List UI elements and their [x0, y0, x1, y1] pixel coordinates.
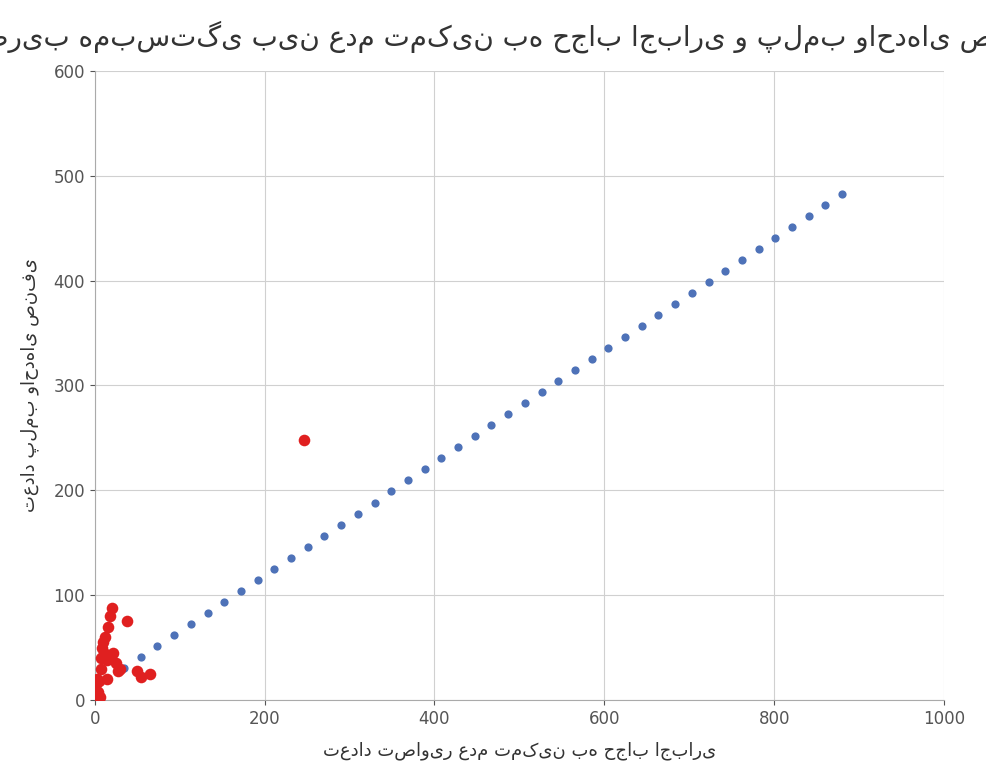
X-axis label: تعداد تصاویر عدم تمکین به حجاب اجباری: تعداد تصاویر عدم تمکین به حجاب اجباری	[322, 742, 716, 760]
Point	[101, 620, 116, 633]
Point	[584, 353, 599, 366]
Point	[333, 519, 349, 531]
Point	[150, 640, 166, 652]
Point	[110, 665, 126, 677]
Y-axis label: تعداد پلمب واحدهای صنفی: تعداد پلمب واحدهای صنفی	[21, 259, 39, 512]
Point	[96, 647, 111, 659]
Point	[467, 430, 483, 443]
Point	[767, 231, 783, 244]
Point	[517, 397, 532, 409]
Point	[249, 573, 265, 586]
Point	[483, 419, 499, 432]
Point	[133, 651, 149, 663]
Point	[750, 243, 766, 255]
Point	[684, 287, 700, 299]
Point	[93, 662, 108, 675]
Point	[634, 319, 650, 332]
Point	[434, 452, 450, 465]
Point	[104, 601, 119, 614]
Point	[183, 618, 199, 630]
Point	[106, 647, 121, 659]
Point	[384, 485, 399, 497]
Point	[119, 615, 135, 628]
Point	[216, 596, 232, 608]
Point	[167, 629, 182, 641]
Point	[91, 675, 106, 687]
Point	[600, 342, 616, 355]
Point	[834, 187, 850, 200]
Point	[550, 375, 566, 387]
Point	[617, 331, 633, 344]
Point	[451, 441, 466, 454]
Point	[90, 686, 106, 698]
Point	[129, 665, 145, 677]
Point	[567, 364, 583, 376]
Point	[112, 662, 128, 675]
Point	[367, 496, 383, 508]
Point	[297, 433, 313, 446]
Point	[97, 631, 112, 644]
Point	[95, 641, 110, 654]
Point	[133, 671, 149, 683]
Point	[108, 657, 124, 669]
Point	[89, 686, 105, 698]
Point	[283, 551, 299, 564]
Point	[701, 276, 717, 288]
Point	[94, 652, 109, 665]
Point	[233, 584, 248, 597]
Point	[668, 298, 683, 310]
Point	[801, 209, 816, 222]
Point	[99, 672, 114, 685]
Point	[89, 678, 105, 690]
Point	[718, 265, 734, 277]
Point	[533, 386, 549, 398]
Point	[100, 654, 115, 666]
Point	[90, 687, 106, 700]
Point	[88, 692, 104, 704]
Point	[200, 607, 216, 619]
Point	[142, 668, 158, 680]
Point	[266, 562, 282, 575]
Point	[500, 408, 516, 420]
Point	[400, 474, 416, 487]
Point	[96, 636, 111, 648]
Point	[102, 610, 117, 622]
Title: ضریب همبستگی بین عدم تمکین به حجاب اجباری و پلمب واحدهای صنفی: ضریب همبستگی بین عدم تمکین به حجاب اجبار…	[0, 21, 986, 53]
Point	[651, 308, 667, 321]
Point	[817, 198, 833, 211]
Point	[417, 463, 433, 476]
Point	[784, 220, 800, 233]
Point	[116, 662, 132, 674]
Point	[317, 530, 332, 542]
Point	[92, 690, 107, 703]
Point	[88, 689, 104, 701]
Point	[100, 672, 115, 685]
Point	[350, 508, 366, 520]
Point	[300, 540, 316, 553]
Point	[90, 672, 106, 685]
Point	[735, 254, 750, 266]
